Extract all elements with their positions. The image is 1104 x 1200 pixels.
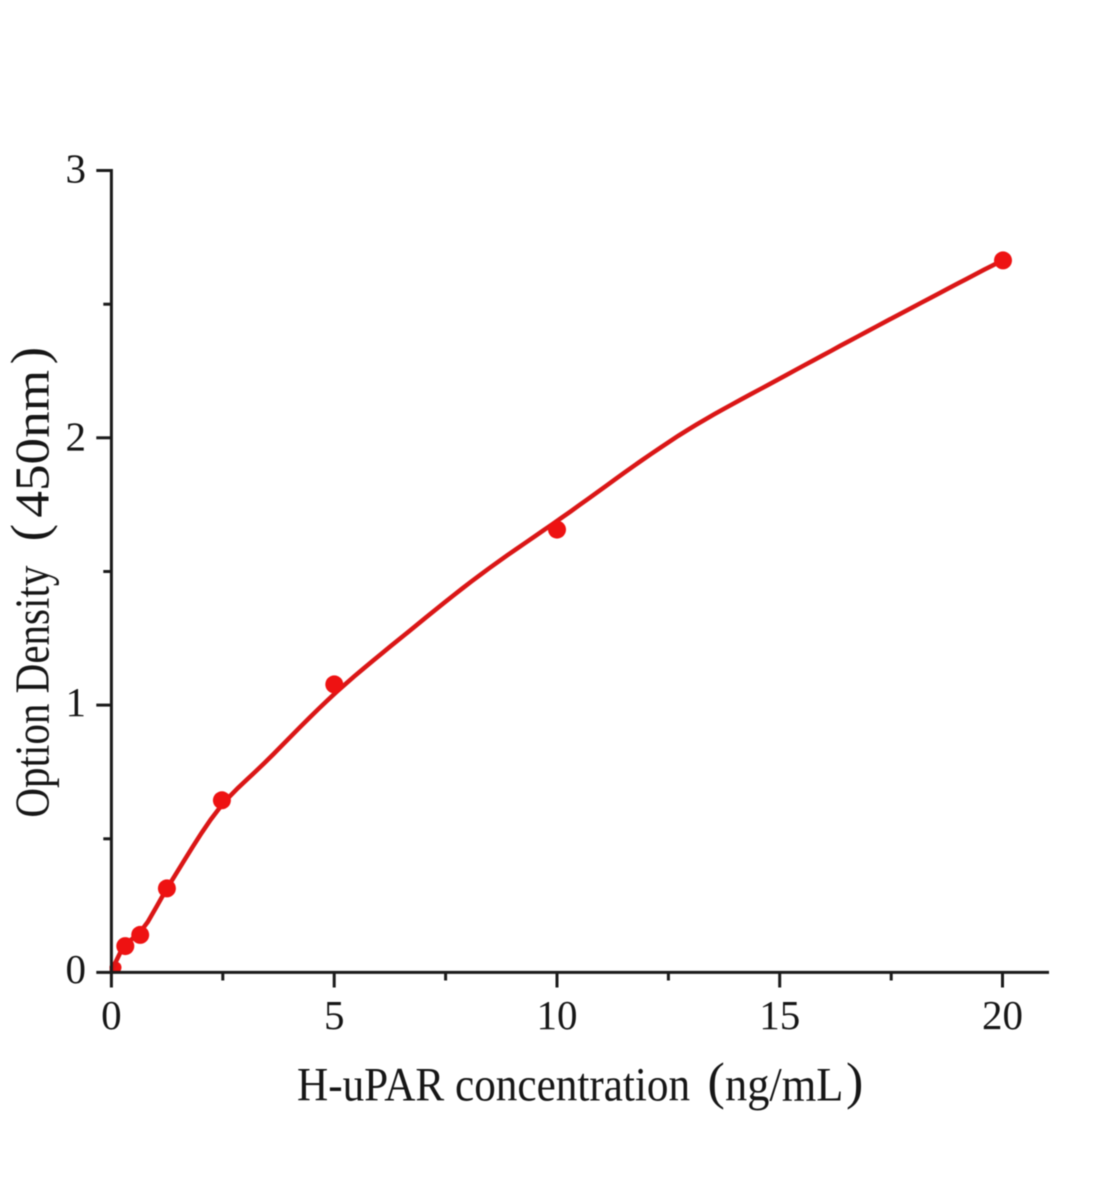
- svg-text:5: 5: [324, 992, 345, 1038]
- svg-text:450nm: 450nm: [5, 370, 60, 518]
- svg-text:): ): [2, 347, 59, 364]
- svg-text:15: 15: [759, 992, 800, 1038]
- svg-text:20: 20: [982, 992, 1023, 1038]
- svg-text:3: 3: [66, 145, 87, 191]
- svg-text:0: 0: [66, 946, 87, 992]
- svg-text:10: 10: [537, 992, 578, 1038]
- svg-text:(: (: [2, 524, 59, 541]
- svg-text:(: (: [708, 1054, 725, 1111]
- svg-text:H-uPAR concentration: H-uPAR concentration: [297, 1058, 690, 1112]
- svg-text:): ): [846, 1054, 863, 1111]
- svg-text:0: 0: [101, 992, 122, 1038]
- svg-text:Option Density: Option Density: [5, 565, 59, 817]
- svg-text:1: 1: [66, 679, 87, 725]
- svg-text:ng/mL: ng/mL: [725, 1058, 843, 1111]
- svg-text:2: 2: [66, 414, 87, 460]
